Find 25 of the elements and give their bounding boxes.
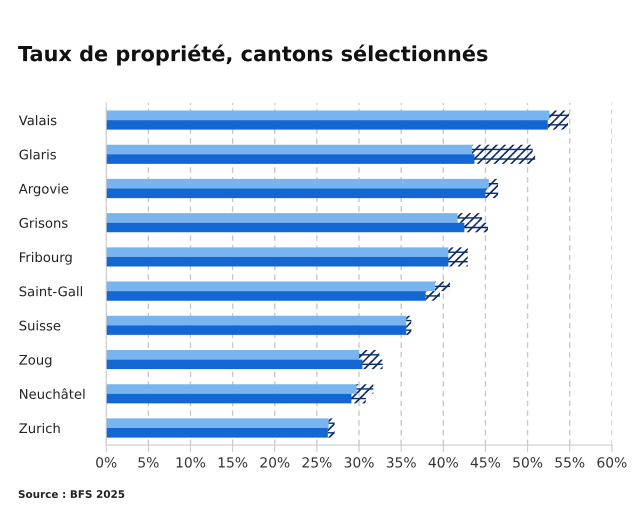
- y-tick-label: Grisons: [19, 218, 68, 228]
- y-tick-label: Zurich: [19, 422, 60, 434]
- y-tick-label: Suisse: [20, 320, 60, 331]
- y-tick-label: Neuchâtel: [20, 388, 84, 399]
- x-tick-label: 40%: [428, 457, 458, 468]
- x-tick-label: 10%: [176, 457, 206, 468]
- x-tick-label: 0%: [96, 457, 116, 468]
- x-tick-label: 50%: [513, 457, 542, 468]
- x-tick-label: 35%: [386, 457, 416, 468]
- source-note: Source : BFS 2025: [18, 490, 124, 498]
- chart-title: Taux de propriété, cantons sélectionnés: [18, 44, 488, 66]
- y-tick-label: Glaris: [19, 149, 56, 160]
- x-tick-label: 25%: [302, 457, 332, 468]
- y-tick-label: Fribourg: [20, 252, 72, 265]
- y-tick-label: Saint-Gall: [20, 286, 82, 296]
- x-tick-label: 15%: [218, 457, 248, 468]
- x-tick-label: 20%: [260, 457, 290, 468]
- x-tick-label: 30%: [344, 457, 374, 468]
- x-tick-label: 45%: [470, 457, 500, 468]
- x-tick-label: 5%: [138, 457, 159, 468]
- y-tick-label: Zoug: [19, 354, 52, 368]
- y-tick-label: Valais: [18, 115, 56, 126]
- y-tick-label: Argovie: [18, 183, 68, 196]
- x-tick-label: 60%: [597, 457, 626, 468]
- x-tick-label: 55%: [555, 457, 584, 468]
